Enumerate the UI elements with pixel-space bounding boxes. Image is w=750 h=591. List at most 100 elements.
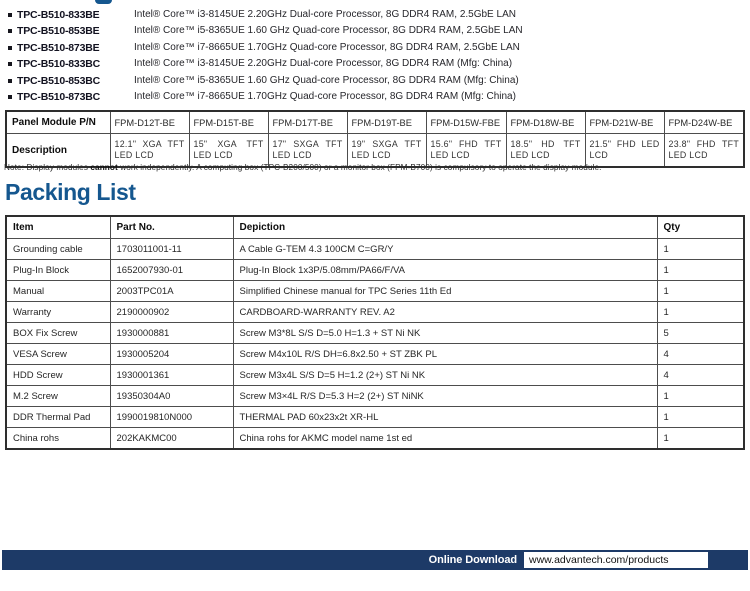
- bullet-icon: [8, 94, 12, 99]
- cell-item: VESA Screw: [5, 343, 111, 365]
- model-list: TPC-B510-833BE Intel® Core™ i3-8145UE 2.…: [8, 7, 728, 105]
- cell-item: Grounding cable: [5, 238, 111, 260]
- cell-item: HDD Screw: [5, 364, 111, 386]
- cell-qty: 1: [656, 385, 745, 407]
- cropped-heading-glyph: [95, 0, 112, 4]
- cell-qty: 4: [656, 364, 745, 386]
- cell-partno: 2190000902: [109, 301, 234, 323]
- model-name: TPC-B510-833BE: [17, 9, 100, 21]
- model-description: Intel® Core™ i3-8145UE 2.20GHz Dual-core…: [134, 58, 513, 70]
- download-url-link[interactable]: www.advantech.com/products: [524, 552, 708, 568]
- cell-item: Manual: [5, 280, 111, 302]
- cell-partno: 2003TPC01A: [109, 280, 234, 302]
- cell-partno: 1990019810N000: [109, 406, 234, 428]
- table-row: BOX Fix Screw 1930000881 Screw M3*8L S/S…: [5, 322, 745, 344]
- cell-item: Warranty: [5, 301, 111, 323]
- cell-item: Plug-In Block: [5, 259, 111, 281]
- cell-partno: 1703011001-11: [109, 238, 234, 260]
- cell-partno: 1652007930-01: [109, 259, 234, 281]
- cell-partno: 19350304A0: [109, 385, 234, 407]
- table-row: HDD Screw 1930001361 Screw M3x4L S/S D=5…: [5, 364, 745, 386]
- model-description: Intel® Core™ i3-8145UE 2.20GHz Dual-core…: [134, 9, 516, 20]
- panel-pn: FPM-D21W-BE: [584, 110, 665, 134]
- note-prefix: Note: Display modules: [4, 163, 91, 172]
- model-name: TPC-B510-833BC: [17, 58, 100, 71]
- model-name: TPC-B510-853BC: [17, 74, 100, 87]
- list-item: TPC-B510-853BC Intel® Core™ i5-8365UE 1.…: [8, 73, 728, 89]
- model-name: TPC-B510-873BE: [17, 41, 100, 54]
- table-row: Warranty 2190000902 CARDBOARD-WARRANTY R…: [5, 301, 745, 323]
- cell-item: China rohs: [5, 427, 111, 450]
- cell-qty: 1: [656, 280, 745, 302]
- model-description: Intel® Core™ i7-8665UE 1.70GHz Quad-core…: [134, 90, 516, 102]
- cell-qty: 1: [656, 406, 745, 428]
- cell-depiction: Plug-In Block 1x3P/5.08mm/PA66/F/VA: [232, 259, 658, 281]
- cell-partno: 1930005204: [109, 343, 234, 365]
- column-header-item: Item: [5, 215, 111, 239]
- panel-desc: 15" XGA TFT LED LCD: [188, 133, 269, 168]
- bullet-icon: [8, 13, 12, 17]
- panel-pn: FPM-D12T-BE: [109, 110, 190, 134]
- cell-qty: 1: [656, 301, 745, 323]
- note-bold-word: cannot: [90, 163, 118, 172]
- panel-desc: 18.5" HD TFT LED LCD: [505, 133, 586, 168]
- model-name: TPC-B510-873BC: [17, 90, 100, 103]
- column-header-partno: Part No.: [109, 215, 234, 239]
- table-row: Description 12.1" XGA TFT LED LCD 15" XG…: [5, 133, 745, 168]
- table-row: Manual 2003TPC01A Simplified Chinese man…: [5, 280, 745, 302]
- table-row: China rohs 202KAKMC00 China rohs for AKM…: [5, 427, 745, 450]
- page-title: Packing List: [5, 179, 136, 205]
- cell-qty: 1: [656, 427, 745, 450]
- table-row: VESA Screw 1930005204 Screw M4x10L R/S D…: [5, 343, 745, 365]
- table-row: Panel Module P/N FPM-D12T-BE FPM-D15T-BE…: [5, 110, 745, 134]
- list-item: TPC-B510-833BC Intel® Core™ i3-8145UE 2.…: [8, 56, 728, 72]
- cell-depiction: Simplified Chinese manual for TPC Series…: [232, 280, 658, 302]
- cell-depiction: China rohs for AKMC model name 1st ed: [232, 427, 658, 450]
- cell-depiction: THERMAL PAD 60x23x2t XR-HL: [232, 406, 658, 428]
- cell-qty: 5: [656, 322, 745, 344]
- column-header-qty: Qty: [656, 215, 745, 239]
- cell-partno: 1930000881: [109, 322, 234, 344]
- table-row: M.2 Screw 19350304A0 Screw M3×4L R/S D=5…: [5, 385, 745, 407]
- column-header-depiction: Depiction: [232, 215, 658, 239]
- panel-pn: FPM-D18W-BE: [505, 110, 586, 134]
- cell-qty: 1: [656, 259, 745, 281]
- panel-pn: FPM-D17T-BE: [267, 110, 348, 134]
- panel-pn-label: Panel Module P/N: [5, 110, 111, 134]
- note-suffix: work independently. A computing box (TPC…: [117, 163, 602, 172]
- cell-depiction: CARDBOARD-WARRANTY REV. A2: [232, 301, 658, 323]
- cell-depiction: Screw M3×4L R/S D=5.3 H=2 (2+) ST NiNK: [232, 385, 658, 407]
- table-row: Plug-In Block 1652007930-01 Plug-In Bloc…: [5, 259, 745, 281]
- bullet-icon: [8, 78, 12, 83]
- model-description: Intel® Core™ i7-8665UE 1.70GHz Quad-core…: [134, 41, 520, 53]
- cell-item: DDR Thermal Pad: [5, 406, 111, 428]
- panel-desc: 17" SXGA TFT LED LCD: [267, 133, 348, 168]
- panel-desc: 19" SXGA TFT LED LCD: [346, 133, 427, 168]
- cell-item: BOX Fix Screw: [5, 322, 111, 344]
- table-row: Grounding cable 1703011001-11 A Cable G-…: [5, 238, 745, 260]
- cell-item: M.2 Screw: [5, 385, 111, 407]
- cell-depiction: Screw M3x4L S/S D=5 H=1.2 (2+) ST Ni NK: [232, 364, 658, 386]
- cell-partno: 202KAKMC00: [109, 427, 234, 450]
- panel-module-table: Panel Module P/N FPM-D12T-BE FPM-D15T-BE…: [5, 110, 745, 168]
- table-header-row: Item Part No. Depiction Qty: [5, 215, 745, 239]
- footer-bar: Online Download www.advantech.com/produc…: [2, 550, 748, 570]
- bullet-icon: [8, 62, 12, 67]
- model-description: Intel® Core™ i5-8365UE 1.60 GHz Quad-cor…: [134, 74, 519, 86]
- cell-depiction: Screw M4x10L R/S DH=6.8x2.50 + ST ZBK PL: [232, 343, 658, 365]
- panel-pn: FPM-D15W-FBE: [425, 110, 507, 134]
- list-item: TPC-B510-853BE Intel® Core™ i5-8365UE 1.…: [8, 23, 728, 39]
- table-row: DDR Thermal Pad 1990019810N000 THERMAL P…: [5, 406, 745, 428]
- cell-depiction: Screw M3*8L S/S D=5.0 H=1.3 + ST Ni NK: [232, 322, 658, 344]
- list-item: TPC-B510-873BC Intel® Core™ i7-8665UE 1.…: [8, 89, 728, 105]
- panel-pn: FPM-D24W-BE: [663, 110, 745, 134]
- bullet-icon: [8, 45, 12, 50]
- note-text: Note: Display modules cannot work indepe…: [4, 163, 602, 172]
- cell-qty: 1: [656, 238, 745, 260]
- online-download-label: Online Download: [428, 554, 517, 566]
- list-item: TPC-B510-833BE Intel® Core™ i3-8145UE 2.…: [8, 7, 728, 23]
- panel-desc-label: Description: [5, 133, 111, 168]
- bullet-icon: [8, 29, 12, 34]
- cell-depiction: A Cable G-TEM 4.3 100CM C=GR/Y: [232, 238, 658, 260]
- panel-desc: 15.6" FHD TFT LED LCD: [425, 133, 507, 168]
